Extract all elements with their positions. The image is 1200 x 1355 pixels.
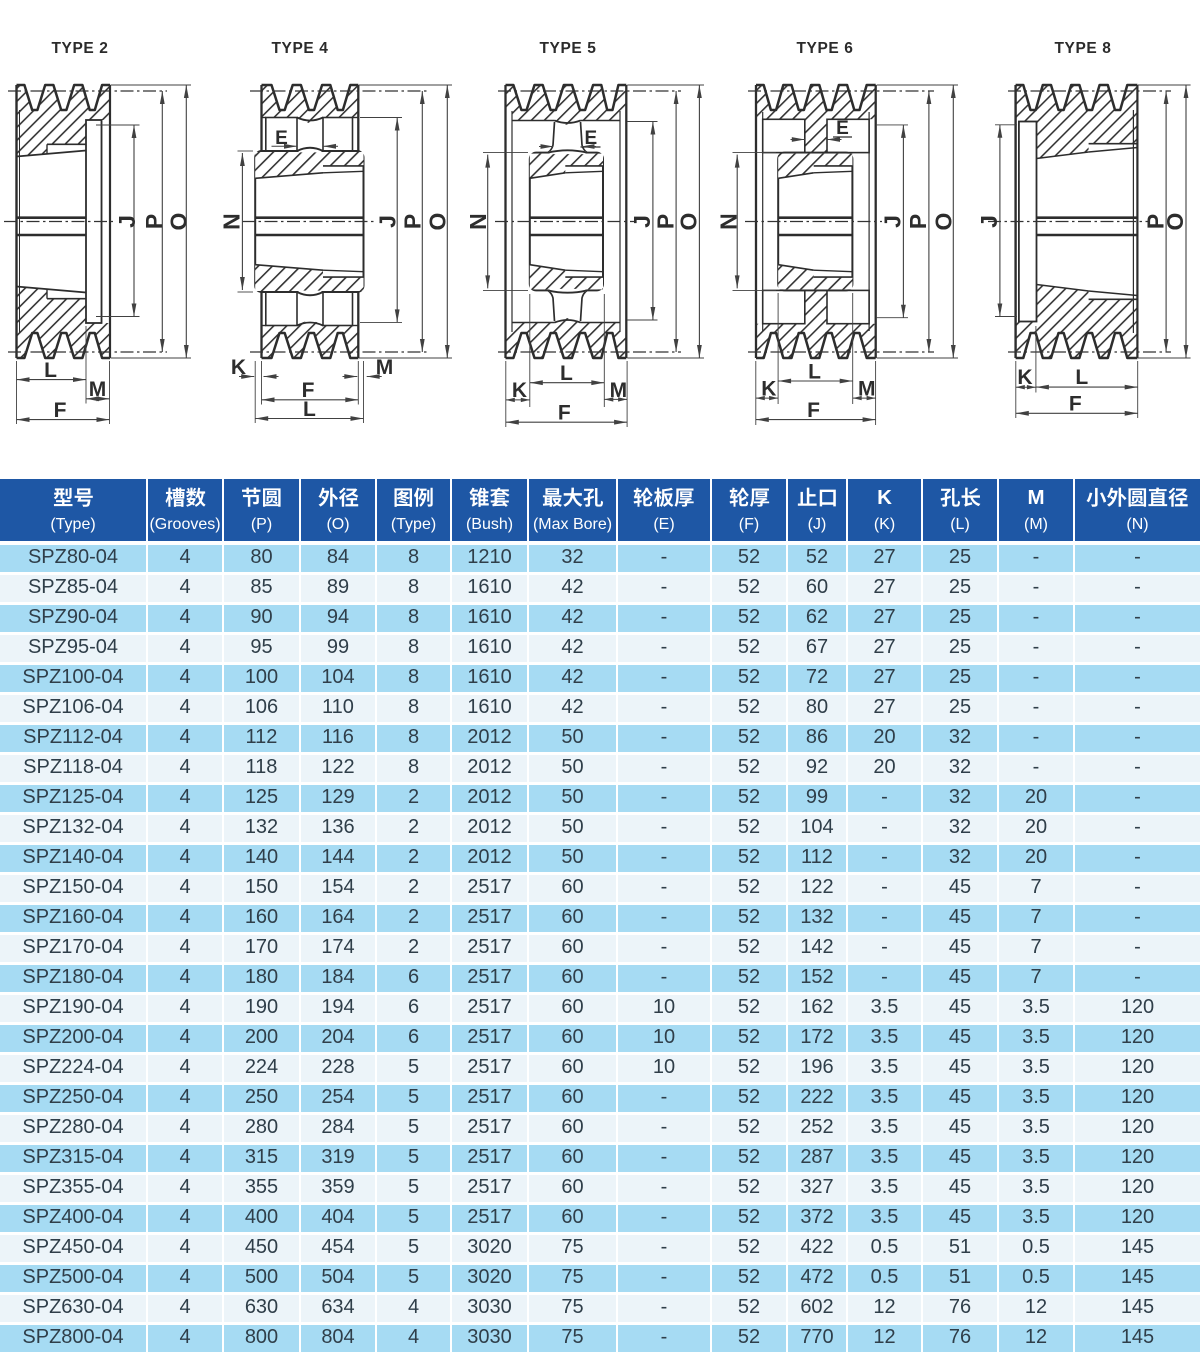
svg-text:F: F [1069, 393, 1082, 416]
svg-text:M: M [610, 379, 628, 402]
svg-text:TYPE 2: TYPE 2 [51, 40, 108, 57]
svg-text:K: K [231, 356, 246, 379]
svg-text:F: F [807, 399, 820, 422]
svg-text:J: J [880, 215, 906, 228]
svg-text:N: N [219, 213, 245, 230]
svg-text:O: O [1162, 213, 1188, 231]
svg-text:K: K [512, 379, 527, 402]
svg-text:J: J [114, 215, 140, 228]
svg-text:L: L [560, 362, 573, 385]
svg-text:J: J [629, 215, 655, 228]
svg-text:O: O [166, 213, 192, 231]
svg-text:TYPE 5: TYPE 5 [539, 40, 596, 57]
svg-text:L: L [303, 398, 316, 421]
svg-text:F: F [54, 399, 67, 422]
svg-text:P: P [905, 214, 931, 229]
svg-text:E: E [275, 128, 288, 149]
svg-text:E: E [836, 118, 849, 139]
svg-text:P: P [653, 214, 679, 229]
svg-text:L: L [1075, 366, 1088, 389]
svg-text:K: K [1017, 366, 1032, 389]
svg-text:E: E [584, 128, 597, 149]
svg-text:N: N [715, 213, 741, 230]
svg-text:K: K [761, 378, 776, 401]
svg-text:TYPE 8: TYPE 8 [1054, 40, 1111, 57]
svg-text:J: J [976, 215, 1002, 228]
svg-text:M: M [376, 356, 394, 379]
svg-text:TYPE 4: TYPE 4 [271, 40, 328, 57]
svg-text:P: P [141, 214, 167, 229]
svg-text:O: O [425, 213, 451, 231]
svg-text:P: P [400, 214, 426, 229]
svg-text:F: F [558, 402, 571, 425]
svg-text:P: P [1142, 214, 1168, 229]
svg-text:L: L [44, 359, 57, 382]
svg-text:M: M [858, 378, 876, 401]
svg-text:J: J [375, 215, 401, 228]
svg-text:O: O [676, 213, 702, 231]
svg-text:L: L [808, 361, 821, 384]
svg-text:N: N [465, 213, 491, 230]
svg-text:O: O [931, 213, 957, 231]
svg-text:TYPE 6: TYPE 6 [796, 40, 853, 57]
svg-text:M: M [89, 378, 107, 401]
svg-text:F: F [302, 379, 315, 402]
